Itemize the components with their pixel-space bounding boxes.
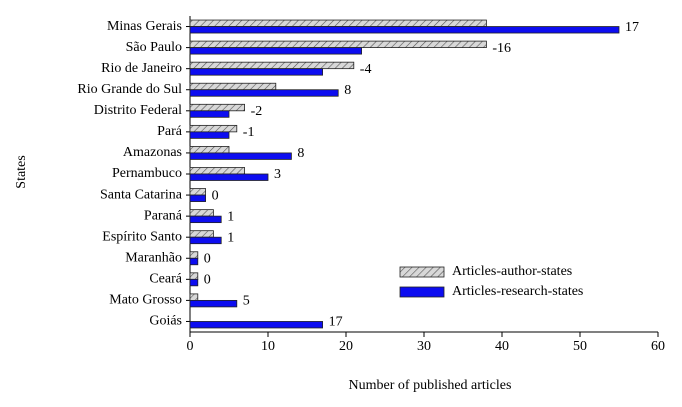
y-tick-label: Paraná <box>144 208 183 223</box>
difference-label: 0 <box>204 251 211 266</box>
x-tick-label: 10 <box>261 339 275 354</box>
difference-label: 8 <box>344 83 351 98</box>
bar <box>189 188 206 196</box>
difference-label: 17 <box>625 20 639 35</box>
bar <box>189 173 269 181</box>
y-tick-label: Goiás <box>149 314 182 329</box>
bar <box>189 278 199 287</box>
difference-label: 8 <box>297 146 304 161</box>
bar <box>189 61 355 70</box>
bar <box>189 40 487 48</box>
y-tick-label: Espírito Santo <box>102 229 182 244</box>
y-tick-label: Ceará <box>149 272 182 287</box>
bar <box>189 167 245 175</box>
bar <box>189 131 230 139</box>
bar <box>189 152 292 160</box>
y-tick-label: Maranhão <box>125 250 182 265</box>
bar <box>189 47 363 55</box>
bar <box>189 89 339 97</box>
bar <box>189 257 199 266</box>
difference-label: -16 <box>492 41 511 56</box>
bar <box>189 82 277 91</box>
difference-label: -1 <box>243 125 255 140</box>
y-tick-label: Distrito Federal <box>94 103 182 118</box>
bar <box>189 251 199 259</box>
difference-label: 1 <box>227 209 234 224</box>
y-tick-label: Rio de Janeiro <box>101 61 182 76</box>
y-tick-label: Pernambuco <box>112 166 182 181</box>
bar <box>189 26 620 34</box>
bar <box>189 215 222 224</box>
difference-label: -4 <box>360 62 372 77</box>
y-tick-label: Rio Grande do Sul <box>77 82 182 97</box>
difference-label: 3 <box>274 167 281 182</box>
difference-label: 0 <box>204 273 211 288</box>
y-tick-label: Mato Grosso <box>109 293 182 308</box>
difference-label: 5 <box>243 294 250 309</box>
difference-label: 0 <box>212 188 219 203</box>
legend-swatch <box>399 286 445 298</box>
bar <box>189 194 206 202</box>
y-tick-label: Amazonas <box>123 145 182 160</box>
bar <box>189 103 245 112</box>
x-axis-label: Number of published articles <box>349 378 512 393</box>
x-tick-label: 50 <box>573 339 587 354</box>
x-tick-label: 60 <box>651 339 665 354</box>
x-tick-label: 40 <box>495 339 509 354</box>
bar <box>189 236 222 245</box>
bar <box>189 272 199 280</box>
x-tick-label: 20 <box>339 339 353 354</box>
x-tick-label: 0 <box>187 339 194 354</box>
bar <box>189 230 214 238</box>
y-axis-label: States <box>14 155 29 188</box>
x-tick-label: 30 <box>417 339 431 354</box>
bar <box>189 146 230 154</box>
bar <box>189 19 487 27</box>
bar <box>189 68 324 76</box>
bar <box>189 293 199 301</box>
y-tick-label: São Paulo <box>126 40 182 55</box>
bar <box>189 299 238 308</box>
difference-label: 17 <box>329 315 343 330</box>
y-tick-label: Minas Gerais <box>107 19 182 34</box>
legend-swatch <box>399 266 445 278</box>
difference-label: -2 <box>251 104 263 119</box>
legend-label: Articles-research-states <box>452 284 583 299</box>
difference-label: 1 <box>227 230 234 245</box>
y-tick-label: Pará <box>157 124 183 139</box>
legend-label: Articles-author-states <box>452 264 572 279</box>
y-tick-label: Santa Catarina <box>100 187 183 202</box>
bar <box>189 209 214 217</box>
bar <box>189 110 230 118</box>
bar <box>189 321 324 329</box>
bar <box>189 124 238 133</box>
